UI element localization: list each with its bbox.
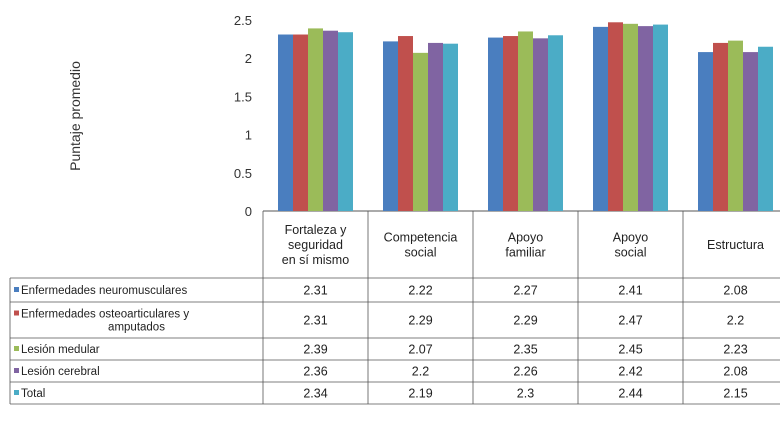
data-label: 2.2 (412, 365, 429, 379)
category-label: Apoyo familiar (505, 231, 545, 260)
bar (728, 40, 743, 212)
data-label: 2.31 (303, 314, 327, 328)
y-tick-label: 1.5 (234, 89, 252, 104)
bar (398, 36, 413, 211)
data-label: 2.44 (618, 387, 642, 401)
bar (503, 36, 518, 211)
data-label: 2.08 (723, 284, 747, 298)
data-label: 2.2 (727, 314, 744, 328)
bar (323, 30, 338, 211)
data-label: 2.3 (517, 387, 534, 401)
bar (758, 46, 773, 211)
legend-label: Enfermedades osteoarticulares y amputados (21, 309, 189, 334)
bar (533, 38, 548, 211)
legend-label: Total (21, 388, 45, 400)
data-label: 2.23 (723, 343, 747, 357)
data-label: 2.47 (618, 314, 642, 328)
data-label: 2.41 (618, 284, 642, 298)
data-label: 2.34 (303, 387, 327, 401)
bar (428, 42, 443, 211)
bar (743, 52, 758, 212)
data-label: 2.27 (513, 284, 537, 298)
data-label: 2.35 (513, 343, 537, 357)
category-label: Estructura (707, 238, 764, 252)
bar (698, 52, 713, 212)
bar (518, 31, 533, 212)
legend-label: Enfermedades neuromusculares (21, 285, 187, 297)
bar (638, 26, 653, 211)
bar-layer (278, 22, 773, 212)
legend-swatch (14, 287, 19, 292)
category-label: Fortaleza y seguridad en sí mismo (282, 223, 349, 267)
bar (653, 24, 668, 211)
legend-label: Lesión cerebral (21, 366, 100, 378)
bar (443, 43, 458, 212)
legend-swatch (14, 310, 19, 316)
legend-label: Lesión medular (21, 344, 100, 356)
bar (338, 32, 353, 211)
bar (593, 26, 608, 211)
bar (413, 52, 428, 211)
category-label: Apoyo social (613, 231, 648, 260)
legend-swatch (14, 346, 19, 351)
y-tick-label: 0 (245, 204, 252, 219)
legend-swatch (14, 390, 19, 395)
y-tick-label: 0.5 (234, 166, 252, 181)
category-label: Competencia social (384, 231, 458, 260)
data-table: Fortaleza y seguridad en sí mismo Competenc… (9, 211, 780, 405)
bar (623, 23, 638, 211)
data-label: 2.08 (723, 365, 747, 379)
y-tick-label: 2.5 (234, 13, 252, 28)
data-label: 2.29 (513, 314, 537, 328)
y-axis-title: Puntaje promedio (67, 61, 83, 171)
data-label: 2.31 (303, 284, 327, 298)
data-label: 2.07 (408, 343, 432, 357)
bar (293, 34, 308, 212)
data-label: 2.45 (618, 343, 642, 357)
bar (488, 37, 503, 212)
data-label: 2.29 (408, 314, 432, 328)
data-label: 2.19 (408, 387, 432, 401)
bar (713, 42, 728, 211)
legend-swatch (14, 368, 19, 373)
bar (608, 22, 623, 212)
data-label: 2.39 (303, 343, 327, 357)
data-label: 2.15 (723, 387, 747, 401)
bar (278, 34, 293, 212)
y-tick-label: 1 (245, 128, 252, 143)
data-label: 2.26 (513, 365, 537, 379)
data-label: 2.36 (303, 365, 327, 379)
bar (308, 28, 323, 212)
bar (383, 41, 398, 211)
data-label: 2.42 (618, 365, 642, 379)
bar (548, 35, 563, 211)
y-tick-label: 2 (245, 51, 252, 66)
data-label: 2.22 (408, 284, 432, 298)
